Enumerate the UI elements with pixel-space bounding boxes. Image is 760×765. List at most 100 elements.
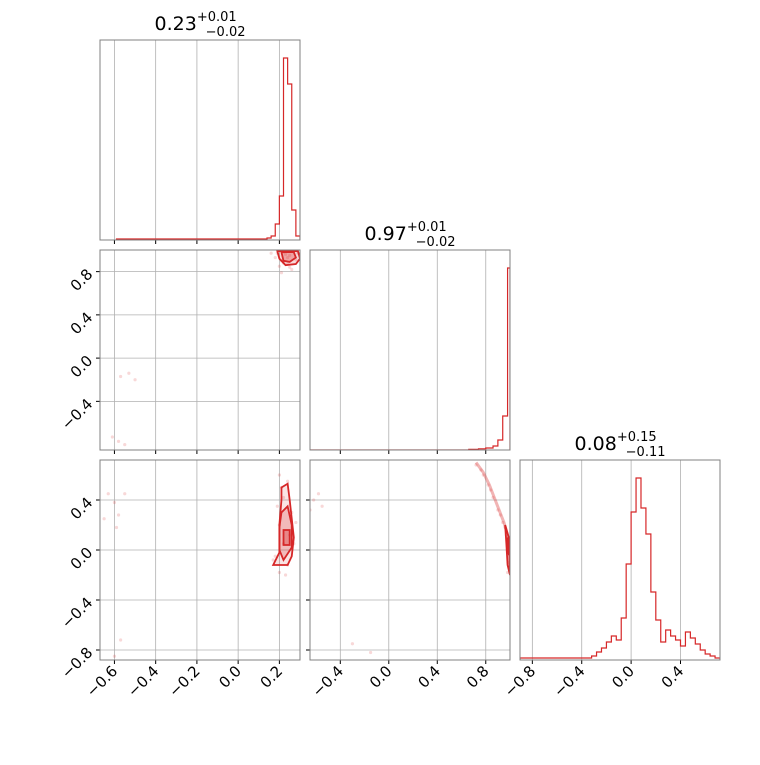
sample-point: [316, 492, 321, 496]
y-tick-label: 0.4: [67, 309, 97, 339]
sample-point: [112, 500, 117, 505]
title-param-2-minus: −0.11: [626, 445, 666, 460]
y-tick-label: −0.4: [58, 594, 96, 632]
y-tick-label: 0.0: [67, 544, 97, 574]
panel-frame: [519, 459, 721, 661]
density-contour: [506, 537, 510, 558]
sample-point: [288, 253, 292, 258]
x-tick-label: 0.8: [463, 662, 493, 692]
y-tick-label: 0.0: [67, 352, 97, 382]
x-tick-label: 0.0: [366, 662, 396, 692]
sample-point: [116, 439, 121, 443]
panel-scatter_p2_vs_p0: −0.6 −0.4 −0.2 0.0 0.20.40.0−0.4−0.8: [58, 459, 301, 701]
panel-scatter_p1_vs_p0: 0.8 0.4 0.0 −0.4: [58, 249, 301, 454]
title-param-1-minus: −0.02: [416, 235, 456, 250]
sample-ridge: [474, 461, 510, 548]
panel-frame: [99, 249, 301, 451]
sample-point: [350, 642, 355, 646]
x-tick-label: −0.4: [309, 662, 347, 700]
panel-frame: [99, 39, 301, 241]
sample-point: [281, 495, 286, 500]
title-param-0-minus: −0.02: [206, 25, 246, 40]
x-tick-label: −0.4: [550, 662, 588, 700]
title-param-0-plus: +0.01: [197, 10, 237, 25]
sample-point: [127, 371, 131, 375]
sample-point: [273, 554, 277, 558]
x-tick-label: −0.4: [124, 662, 162, 700]
sample-point: [123, 442, 127, 447]
x-tick-label: −0.6: [83, 662, 121, 700]
title-param-1: 0.97+0.01 −0.02: [365, 220, 456, 250]
sample-point: [320, 504, 324, 508]
sample-point: [294, 520, 298, 525]
sample-point: [486, 483, 490, 487]
sample-point: [496, 508, 500, 512]
x-tick-label: 0.4: [658, 662, 688, 692]
title-param-0-median: 0.23: [155, 13, 197, 35]
sample-point: [277, 264, 281, 268]
x-tick-label: −0.2: [165, 662, 203, 700]
y-tick-label: 0.4: [67, 494, 97, 524]
sample-point: [288, 265, 292, 269]
density-contour: [282, 529, 291, 546]
x-tick-label: 0.0: [608, 662, 638, 692]
panel-hist_p2: −0.8 −0.4 0.0 0.4: [501, 459, 721, 701]
sample-point: [116, 513, 121, 517]
sample-point: [290, 267, 294, 272]
sample-point: [106, 492, 110, 496]
sample-point: [110, 435, 114, 439]
sample-point: [275, 504, 279, 508]
title-param-2-plus: +0.15: [617, 430, 657, 445]
plot-layers: −0.8 −0.4 0.0 0.40.80.40.0−0.4−0.6 −0.4 −0.2 0…: [58, 39, 721, 701]
panel-scatter_p2_vs_p1: −0.4 0.0 0.4 0.8: [306, 459, 511, 701]
panel-frame: [309, 459, 511, 661]
sample-point: [369, 650, 373, 655]
panel-frame: [99, 459, 301, 661]
sample-point: [283, 573, 288, 577]
sample-point: [277, 570, 281, 575]
sample-point: [119, 638, 123, 642]
density-contour: [280, 251, 297, 263]
panel-hist_p0: [99, 39, 301, 244]
x-tick-label: −0.8: [501, 662, 539, 700]
sample-point: [279, 271, 284, 275]
sample-point: [123, 492, 127, 496]
x-tick-label: 0.2: [257, 662, 287, 692]
panel-frame: [309, 249, 511, 451]
sample-point: [269, 251, 273, 255]
sample-point: [114, 525, 119, 530]
sample-point: [271, 558, 275, 562]
sample-point: [474, 463, 478, 467]
sample-point: [102, 517, 106, 521]
sample-point: [312, 498, 316, 502]
sample-point: [286, 255, 290, 260]
density-contour: [278, 504, 293, 562]
sample-point: [112, 654, 117, 658]
sample-point: [133, 378, 137, 382]
sample-point: [283, 252, 288, 256]
sample-point: [119, 374, 123, 379]
y-tick-label: −0.8: [58, 644, 96, 682]
title-param-0: 0.23+0.01 −0.02: [155, 10, 246, 40]
y-tick-label: 0.8: [67, 265, 97, 295]
hist-step-line: [310, 267, 510, 450]
sample-point: [286, 479, 290, 483]
title-param-1-plus: +0.01: [407, 220, 447, 235]
x-tick-label: 0.4: [415, 662, 445, 692]
sample-point: [479, 468, 483, 472]
sample-point: [273, 255, 277, 260]
sample-point: [501, 520, 505, 525]
sample-point: [489, 488, 493, 492]
sample-point: [277, 473, 281, 477]
sample-point: [498, 513, 502, 517]
x-tick-label: 0.0: [215, 662, 245, 692]
sample-point: [481, 473, 485, 477]
title-param-2-median: 0.08: [575, 433, 617, 455]
title-param-2: 0.08+0.15 −0.11: [575, 430, 666, 460]
panel-hist_p1: [309, 249, 511, 454]
title-param-1-median: 0.97: [365, 223, 407, 245]
hist-step-line: [115, 57, 300, 240]
sample-point: [491, 495, 495, 500]
